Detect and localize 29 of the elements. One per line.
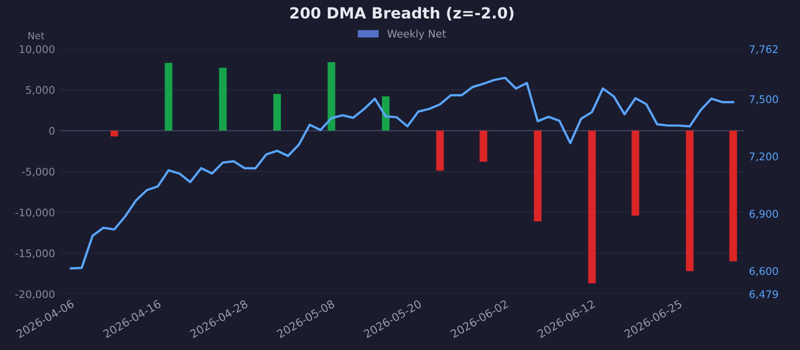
y-axis-title: Net [28, 32, 44, 40]
bar [632, 130, 640, 216]
y-tick-label: 5,000 [26, 86, 54, 95]
bar [588, 130, 596, 284]
text: Weekly Net [387, 30, 446, 40]
bar [164, 62, 172, 131]
y2-tick-label: 7,500 [750, 95, 778, 104]
y-tick-label: -20,000 [15, 290, 54, 300]
y2-tick-label: 6,479 [750, 290, 778, 300]
y2-tick-label: 7,762 [750, 45, 778, 54]
bar [686, 130, 694, 272]
bar [219, 68, 227, 131]
y-tick-label: -10,000 [15, 208, 54, 218]
y2-tick-label: 7,200 [750, 152, 778, 162]
y-tick-label: -5,000 [22, 168, 54, 177]
y-tick-label: -15,000 [15, 249, 54, 258]
bar [534, 130, 542, 222]
line-series [70, 76, 734, 270]
bar [480, 130, 488, 162]
chart-title: 200 DMA Breadth (z=-2.0) [290, 6, 514, 20]
bar [273, 94, 281, 131]
bar [729, 130, 737, 262]
bar [110, 130, 118, 136]
y2-tick-label: 6,900 [750, 210, 778, 219]
y-tick-label: 0 [49, 126, 54, 135]
bar [436, 130, 444, 171]
y2-tick-label: 6,600 [750, 267, 778, 276]
y-tick-label: 10,000 [20, 45, 54, 54]
bar [328, 62, 336, 131]
